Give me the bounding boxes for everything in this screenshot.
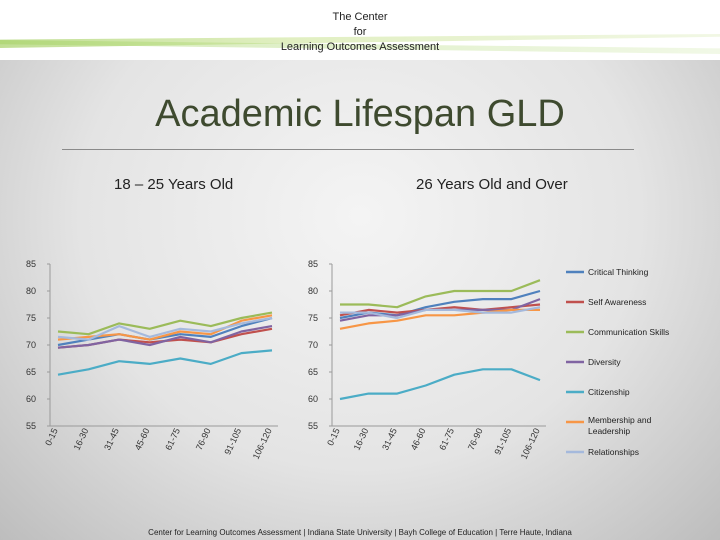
y-tick-label: 80 — [308, 286, 318, 296]
x-tick-label: 91-105 — [492, 427, 513, 457]
x-tick-label: 91-105 — [222, 427, 243, 457]
y-tick-label: 70 — [308, 340, 318, 350]
y-tick-label: 85 — [308, 259, 318, 269]
y-tick-label: 55 — [308, 421, 318, 431]
chart-title-right: 26 Years Old and Over — [416, 176, 568, 193]
org-name-line1: The Center — [332, 11, 388, 23]
x-tick-label: 61-75 — [437, 427, 456, 452]
legend-label: Leadership — [588, 426, 630, 436]
x-tick-label: 16-30 — [352, 427, 371, 452]
x-tick-label: 45-60 — [133, 427, 152, 452]
x-tick-label: 31-45 — [102, 427, 121, 452]
x-tick-label: 46-60 — [409, 427, 428, 452]
legend-label: Self Awareness — [588, 297, 646, 307]
footer-text: Center for Learning Outcomes Assessment … — [148, 528, 572, 537]
x-tick-label: 61-75 — [163, 427, 182, 452]
series-line-relationships — [57, 316, 273, 341]
y-tick-label: 55 — [26, 421, 36, 431]
y-tick-label: 65 — [308, 367, 318, 377]
header-band: The Center for Learning Outcomes Assessm… — [0, 0, 720, 60]
series-line-communication-skills — [340, 279, 541, 309]
title-divider — [62, 149, 634, 150]
series-line-diversity — [57, 325, 273, 349]
y-tick-label: 65 — [26, 367, 36, 377]
chart-title-left: 18 – 25 Years Old — [114, 176, 234, 193]
x-tick-label: 31-45 — [380, 427, 399, 452]
x-tick-label: 76-90 — [194, 427, 213, 452]
org-name-line2: for — [353, 26, 367, 38]
y-tick-label: 75 — [26, 313, 36, 323]
x-tick-label: 0-15 — [325, 427, 342, 448]
y-tick-label: 85 — [26, 259, 36, 269]
legend-label: Communication Skills — [588, 327, 669, 337]
x-tick-label: 16-30 — [72, 427, 91, 452]
y-tick-label: 75 — [308, 313, 318, 323]
x-tick-label: 106-120 — [519, 427, 542, 461]
series-line-membership-and-leadership — [339, 308, 540, 330]
legend-label: Diversity — [588, 357, 621, 367]
series-line-citizenship — [57, 349, 273, 376]
y-tick-label: 60 — [26, 394, 36, 404]
series-line-citizenship — [339, 368, 541, 401]
org-name-line3: Learning Outcomes Assessment — [280, 41, 440, 53]
legend-label: Membership and — [588, 415, 652, 425]
legend-label: Citizenship — [588, 387, 630, 397]
series-line-critical-thinking — [57, 316, 273, 347]
y-tick-label: 80 — [26, 286, 36, 296]
x-tick-label: 106-120 — [251, 427, 274, 461]
series-line-relationships — [340, 306, 541, 320]
x-tick-label: 0-15 — [43, 427, 60, 448]
series-line-communication-skills — [57, 311, 273, 336]
slide-title: Academic Lifespan GLD — [155, 93, 565, 135]
legend-label: Relationships — [588, 447, 639, 457]
y-tick-label: 70 — [26, 340, 36, 350]
x-tick-label: 76-90 — [466, 427, 485, 452]
series-line-self-awareness — [339, 303, 541, 317]
legend-label: Critical Thinking — [588, 267, 649, 277]
y-tick-label: 60 — [308, 394, 318, 404]
